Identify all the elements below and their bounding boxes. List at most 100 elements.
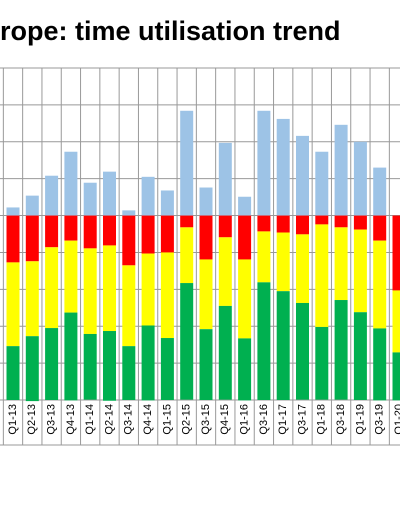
x-tick-label: Q1-20: [393, 404, 400, 435]
bar-segment: [199, 259, 213, 330]
bar-segment: [45, 247, 59, 329]
x-tick-label: Q4-14: [142, 404, 154, 435]
x-tick-label: Q4-13: [65, 404, 77, 435]
bar-segment: [392, 215, 400, 291]
x-tick-label: Q1-16: [239, 404, 251, 435]
x-tick-label: Q4-15: [219, 404, 231, 435]
bar-segment: [160, 215, 174, 253]
bar-segment: [334, 227, 348, 301]
x-tick-label: Q3-16: [258, 404, 270, 435]
bar-segment: [180, 227, 194, 284]
bar-segment: [238, 196, 252, 216]
x-tick-label: Q3-13: [46, 404, 58, 435]
bar-segment: [296, 234, 309, 303]
x-tick-label: Q3-15: [200, 404, 212, 435]
bar-segment: [373, 328, 387, 401]
bar-segment: [353, 141, 367, 216]
x-tick-label: Q1-18: [316, 404, 328, 435]
bar-segment: [296, 302, 309, 400]
bar-segment: [392, 352, 400, 401]
bar-segment: [238, 338, 252, 401]
bar-segment: [25, 215, 39, 262]
bar-segment: [199, 187, 213, 216]
bar-segment: [373, 240, 387, 329]
x-tick-label: Q3-14: [123, 404, 135, 435]
bar-segment: [218, 305, 232, 400]
bar-segment: [373, 167, 387, 216]
bar-segment: [122, 346, 136, 400]
bar-segment: [180, 283, 194, 400]
bar-segment: [199, 329, 213, 400]
bar-segment: [315, 151, 329, 216]
bar-segment: [141, 253, 155, 326]
bar-segment: [160, 252, 174, 339]
bar-segment: [160, 338, 174, 400]
bar-segment: [83, 215, 97, 249]
bar-segment: [334, 300, 348, 400]
x-tick-label: Q3-17: [296, 404, 308, 435]
bar-segment: [103, 171, 116, 216]
bar-segment: [257, 282, 271, 400]
bar-segment: [25, 195, 39, 216]
bar-segment: [392, 290, 400, 353]
bar-segment: [353, 215, 367, 230]
bar-segment: [180, 110, 194, 216]
bar-segment: [334, 215, 348, 228]
x-tick-label: Q2-13: [26, 404, 38, 435]
bar-segment: [103, 215, 116, 246]
bar-segment: [83, 333, 97, 400]
bar-segment: [199, 215, 213, 260]
bar-segment: [6, 215, 20, 263]
x-tick-label: Q2-14: [103, 404, 115, 435]
bar-segment: [276, 118, 290, 216]
bar-segment: [180, 215, 194, 228]
bar-segment: [6, 262, 20, 347]
bar-segment: [296, 215, 309, 235]
x-tick-label: Q2-15: [181, 404, 193, 435]
bar-segment: [257, 231, 271, 283]
x-tick-label: Q1-15: [161, 404, 173, 435]
bar-segment: [276, 232, 290, 292]
bar-segment: [353, 312, 367, 400]
x-tick-label: Q1-14: [84, 404, 96, 435]
bar-segment: [276, 291, 290, 400]
bar-segment: [83, 182, 97, 216]
bar-segment: [83, 248, 97, 334]
bar-segment: [25, 336, 39, 402]
bar-segment: [103, 245, 116, 332]
bar-segment: [276, 215, 290, 233]
bar-segment: [238, 215, 252, 260]
bar-segment: [373, 215, 387, 241]
bar-segment: [64, 312, 78, 401]
x-tick-label: Q1-13: [7, 404, 19, 435]
bar-segment: [141, 176, 155, 216]
bar-segment: [45, 175, 59, 216]
bar-segment: [103, 331, 116, 401]
bar-segment: [315, 215, 329, 225]
bar-segment: [257, 110, 271, 216]
bar-segment: [315, 224, 329, 327]
bar-segment: [160, 190, 174, 216]
bar-segment: [64, 240, 78, 313]
chart-title: rope: time utilisation trend: [0, 16, 341, 46]
bar-segment: [257, 215, 271, 232]
bar-segment: [315, 326, 329, 400]
bar-segment: [122, 210, 136, 216]
bar-segment: [45, 215, 59, 248]
bar-segment: [141, 215, 155, 254]
bar-segment: [25, 261, 39, 337]
bar-segment: [45, 328, 59, 400]
bar-segment: [296, 135, 309, 216]
bar-segment: [122, 265, 136, 347]
bar-segment: [218, 215, 232, 238]
bar-segment: [218, 237, 232, 306]
x-tick-label: Q1-17: [277, 404, 289, 435]
bar-segment: [64, 215, 78, 241]
bar-segment: [218, 142, 232, 216]
bar-segment: [6, 346, 20, 400]
x-tick-label: Q3-19: [374, 404, 386, 435]
bar-segment: [141, 325, 155, 401]
x-tick-label: Q1-19: [354, 404, 366, 435]
bar-segment: [6, 207, 20, 216]
